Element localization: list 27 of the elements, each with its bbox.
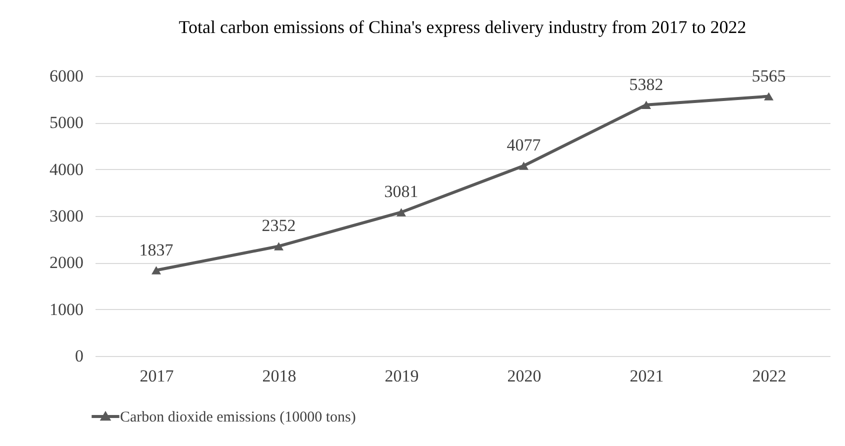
x-tick-label: 2020 bbox=[507, 366, 542, 386]
point bbox=[274, 242, 284, 250]
y-tick-label: 2000 bbox=[50, 253, 84, 272]
data-label: 1837 bbox=[139, 240, 174, 260]
y-tick-label: 1000 bbox=[50, 300, 84, 319]
data-label: 5565 bbox=[752, 66, 786, 86]
point bbox=[396, 208, 406, 216]
x-tick-label: 2017 bbox=[140, 366, 174, 386]
point bbox=[152, 266, 161, 274]
data-label: 4077 bbox=[506, 136, 542, 155]
data-label: 5382 bbox=[629, 74, 664, 94]
y-tick-label: 4000 bbox=[50, 160, 84, 179]
y-tick-label: 0 bbox=[75, 346, 84, 366]
point bbox=[642, 100, 651, 109]
y-tick-label: 3000 bbox=[50, 206, 84, 226]
point bbox=[519, 162, 528, 170]
x-tick-label: 2021 bbox=[630, 366, 664, 386]
chart-title: Total carbon emissions of China's express delivery industry from 2017 to 2022 bbox=[178, 17, 746, 37]
legend-label: Carbon dioxide emissions (10000 tons) bbox=[120, 410, 356, 426]
data-label: 3081 bbox=[384, 182, 418, 202]
x-tick-label: 2018 bbox=[262, 366, 296, 386]
y-tick-label: 5000 bbox=[50, 113, 84, 132]
data-label: 2352 bbox=[262, 216, 296, 236]
y-tick-label: 6000 bbox=[50, 66, 84, 86]
x-tick-label: 2019 bbox=[384, 366, 419, 386]
point bbox=[764, 92, 774, 100]
x-tick-label: 2022 bbox=[752, 366, 786, 386]
